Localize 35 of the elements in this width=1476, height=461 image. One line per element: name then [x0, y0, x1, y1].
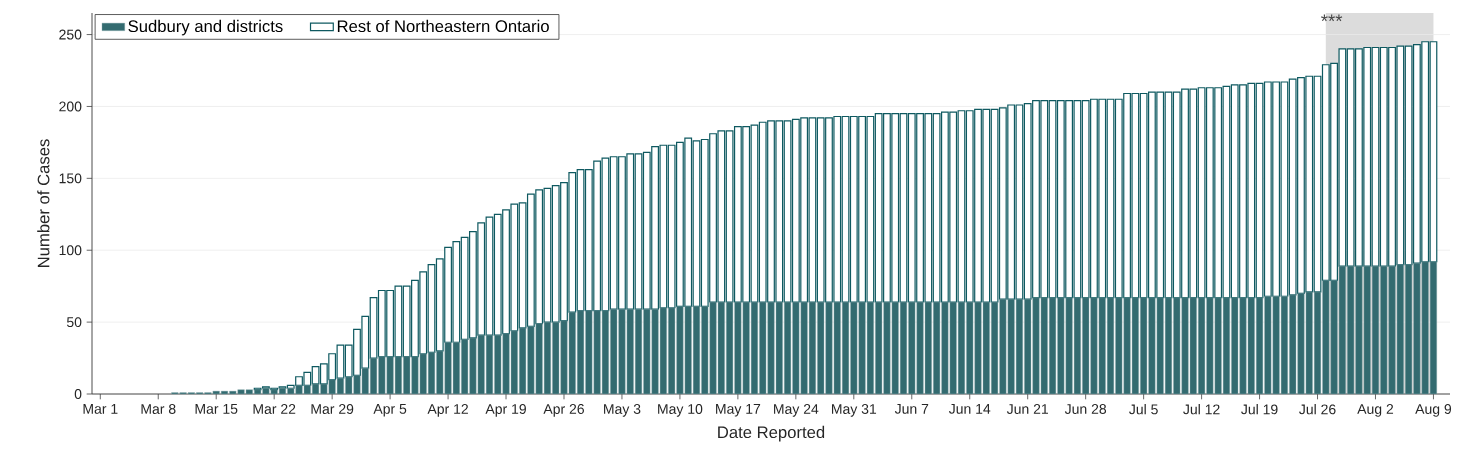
x-tick-label: Jul 5 [1129, 404, 1158, 415]
x-tick-label: Jun 21 [1006, 404, 1048, 414]
x-tick-label: May 10 [658, 404, 703, 417]
x-tick-label: May 17 [716, 404, 761, 417]
x-tick-label: Jul 19 [1241, 404, 1278, 415]
y-tick-label: 150 [59, 173, 82, 184]
x-tick-label: Mar 1 [83, 404, 118, 414]
band-label: *** [1321, 14, 1343, 22]
y-axis-title: Number of Cases [37, 139, 50, 267]
x-tick-label: May 24 [774, 404, 819, 417]
x-tick-label: Apr 12 [427, 404, 468, 417]
x-tick-label: May 31 [832, 404, 877, 417]
y-tick-label: 100 [59, 245, 82, 256]
legend-label: Sudbury and districts [128, 19, 283, 36]
x-tick-label: Mar 29 [311, 404, 354, 414]
x-tick-label: Jun 7 [894, 404, 929, 414]
x-tick-label: Apr 26 [543, 404, 584, 417]
x-tick-label: Apr 5 [373, 404, 407, 417]
x-tick-label: Mar 22 [253, 404, 296, 414]
y-tick-label: 0 [74, 389, 82, 399]
x-tick-label: Jun 28 [1064, 404, 1107, 414]
y-tick-label: 50 [66, 317, 82, 328]
x-tick-label: Mar 15 [195, 404, 238, 414]
x-axis-title: Date Reported [718, 425, 825, 442]
y-tick-label: 250 [59, 29, 82, 40]
x-tick-label: May 3 [604, 404, 641, 417]
x-tick-label: Aug 9 [1415, 404, 1452, 417]
x-tick-label: Aug 2 [1357, 404, 1394, 417]
x-tick-label: Jun 14 [948, 404, 991, 414]
x-tick-label: Mar 8 [141, 404, 176, 414]
y-tick-label: 200 [59, 101, 82, 112]
x-tick-label: Jul 12 [1183, 404, 1220, 415]
legend-label: Rest of Northeastern Ontario [337, 19, 549, 33]
x-tick-label: Jul 26 [1299, 404, 1336, 415]
x-tick-label: Apr 19 [485, 404, 526, 417]
